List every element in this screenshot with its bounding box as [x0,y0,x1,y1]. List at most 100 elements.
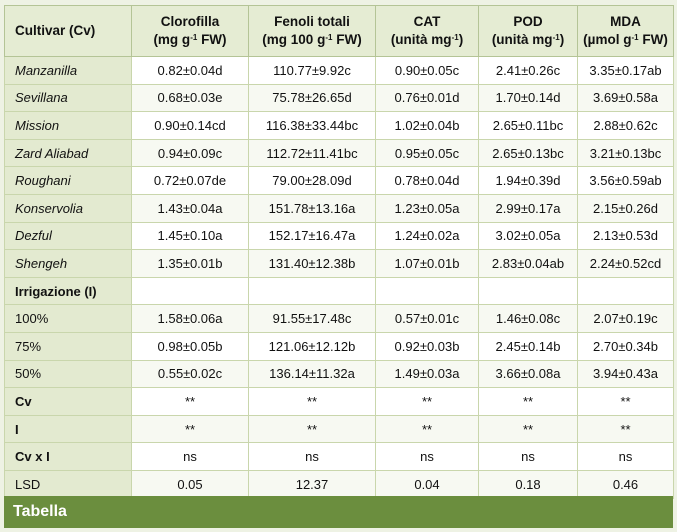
table-cell: 1.02±0.04b [375,111,479,140]
header-row: Cultivar (Cv) Clorofilla (mg g-1 FW) Fen… [4,5,674,57]
row-label: I [4,414,132,444]
table-caption-bar: Tabella [4,496,673,528]
row-label: Konservolia [4,193,132,223]
table-cell: 1.45±0.10a [131,221,249,251]
header-mda-unit: (µmol g-1 FW) [583,32,668,47]
table-cell: 116.38±33.44bc [248,111,376,140]
table-cell: 2.99±0.17a [478,193,578,223]
table-row: Zard Aliabad 0.94±0.09c 112.72±11.41bc 0… [4,138,674,168]
header-mda: MDA (µmol g-1 FW) [577,5,674,57]
table-cell: 3.02±0.05a [478,221,578,251]
row-label: Mission [4,111,132,140]
table-cell: 1.46±0.08c [478,304,578,333]
table-cell: ns [131,442,249,471]
table-row: Manzanilla 0.82±0.04d 110.77±9.92c 0.90±… [4,56,674,85]
header-fenoli: Fenoli totali (mg 100 g-1 FW) [248,5,376,57]
table-row: Sevillana 0.68±0.03e 75.78±26.65d 0.76±0… [4,83,674,113]
table-cell: 3.94±0.43a [577,359,674,389]
table-cell: 0.90±0.14cd [131,111,249,140]
table-cell: 1.23±0.05a [375,193,479,223]
table-cell: ** [375,414,479,444]
table-cell: 0.90±0.05c [375,56,479,85]
table-cell: 75.78±26.65d [248,83,376,113]
table-cell: 0.76±0.01d [375,83,479,113]
table-cell: ns [375,442,479,471]
table-cell: 0.92±0.03b [375,331,479,361]
table-cell: ** [478,387,578,416]
table-cell: 121.06±12.12b [248,331,376,361]
table-cell: ** [248,387,376,416]
table-row: Cv x I ns ns ns ns ns [4,442,674,471]
table-row: LSD 0.05 12.37 0.04 0.18 0.46 [4,469,674,499]
table-cell: 136.14±11.32a [248,359,376,389]
table-cell: 1.07±0.01b [375,249,479,278]
table-cell: ns [248,442,376,471]
table-cell: 2.07±0.19c [577,304,674,333]
table-cell: 131.40±12.38b [248,249,376,278]
header-pod-name: POD [513,14,543,29]
table-row: Mission 0.90±0.14cd 116.38±33.44bc 1.02±… [4,111,674,140]
table-cell [131,276,249,306]
table-cell: 0.95±0.05c [375,138,479,168]
table-cell: 91.55±17.48c [248,304,376,333]
table-cell: 79.00±28.09d [248,166,376,195]
row-label: Shengeh [4,249,132,278]
table-cell: 1.24±0.02a [375,221,479,251]
header-cat-unit: (unità mg-1) [390,32,464,47]
table-cell: 1.94±0.39d [478,166,578,195]
data-table: Cultivar (Cv) Clorofilla (mg g-1 FW) Fen… [4,5,674,499]
table-cell: 0.94±0.09c [131,138,249,168]
table-row: Dezful 1.45±0.10a 152.17±16.47a 1.24±0.0… [4,221,674,251]
row-label: Cv [4,387,132,416]
table-cell: 0.05 [131,469,249,499]
row-label: Manzanilla [4,56,132,85]
table-cell: 151.78±13.16a [248,193,376,223]
table-cell: 112.72±11.41bc [248,138,376,168]
table-cell: 0.78±0.04d [375,166,479,195]
table-cell: ns [478,442,578,471]
table-cell: ** [478,414,578,444]
table-cell: 3.56±0.59ab [577,166,674,195]
header-clorofilla-unit: (mg g-1 FW) [153,32,227,47]
header-cultivar: Cultivar (Cv) [4,5,132,57]
header-cat-name: CAT [413,14,441,29]
table-cell [248,276,376,306]
table-row: Shengeh 1.35±0.01b 131.40±12.38b 1.07±0.… [4,249,674,278]
table-cell: 0.82±0.04d [131,56,249,85]
row-label: Dezful [4,221,132,251]
header-cat: CAT (unità mg-1) [375,5,479,57]
table-cell: 2.65±0.11bc [478,111,578,140]
table-cell: 2.83±0.04ab [478,249,578,278]
section-label: Irrigazione (I) [4,276,132,306]
table-cell: 0.57±0.01c [375,304,479,333]
table-cell: 1.70±0.14d [478,83,578,113]
table-row-section: Irrigazione (I) [4,276,674,306]
table-cell [375,276,479,306]
header-fenoli-unit: (mg 100 g-1 FW) [262,32,362,47]
table-cell: 2.65±0.13bc [478,138,578,168]
table-cell: 3.21±0.13bc [577,138,674,168]
table-cell: 2.13±0.53d [577,221,674,251]
table-cell: ns [577,442,674,471]
table-row: I ** ** ** ** ** [4,414,674,444]
table-cell: 0.55±0.02c [131,359,249,389]
table-cell: 2.70±0.34b [577,331,674,361]
table-cell [577,276,674,306]
table-cell: 3.35±0.17ab [577,56,674,85]
row-label: LSD [4,469,132,499]
table-cell: 3.69±0.58a [577,83,674,113]
row-label: 100% [4,304,132,333]
table-row: Cv ** ** ** ** ** [4,387,674,416]
table-row: Roughani 0.72±0.07de 79.00±28.09d 0.78±0… [4,166,674,195]
table-cell: 2.24±0.52cd [577,249,674,278]
table-cell: ** [131,414,249,444]
row-label: Roughani [4,166,132,195]
table-caption-label: Tabella [13,503,67,520]
row-label: 50% [4,359,132,389]
header-fenoli-name: Fenoli totali [274,14,350,29]
row-label: Sevillana [4,83,132,113]
header-clorofilla-name: Clorofilla [160,14,220,29]
table-row: 50% 0.55±0.02c 136.14±11.32a 1.49±0.03a … [4,359,674,389]
table-cell: ** [131,387,249,416]
